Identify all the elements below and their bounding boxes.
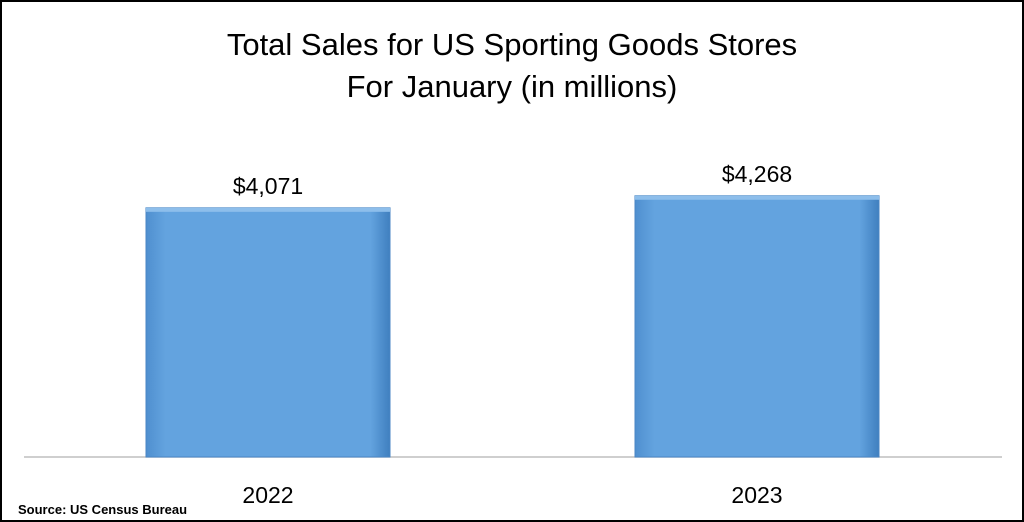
source-note: Source: US Census Bureau	[18, 502, 188, 517]
bar-2022	[145, 207, 391, 458]
x-tick-label-2022: 2022	[242, 482, 293, 508]
data-label-2022: $4,071	[233, 173, 303, 199]
data-label-2023: $4,268	[722, 161, 792, 187]
bar-top-edge-2023	[635, 195, 879, 200]
chart-subtitle: For January (in millions)	[346, 69, 678, 104]
bar-2023	[634, 195, 880, 458]
chart-title: Total Sales for US Sporting Goods Stores	[226, 27, 798, 62]
x-tick-label-2023: 2023	[731, 482, 782, 508]
bar-top-edge-2022	[146, 207, 390, 212]
chart-title-block: Total Sales for US Sporting Goods Stores…	[2, 24, 1022, 108]
